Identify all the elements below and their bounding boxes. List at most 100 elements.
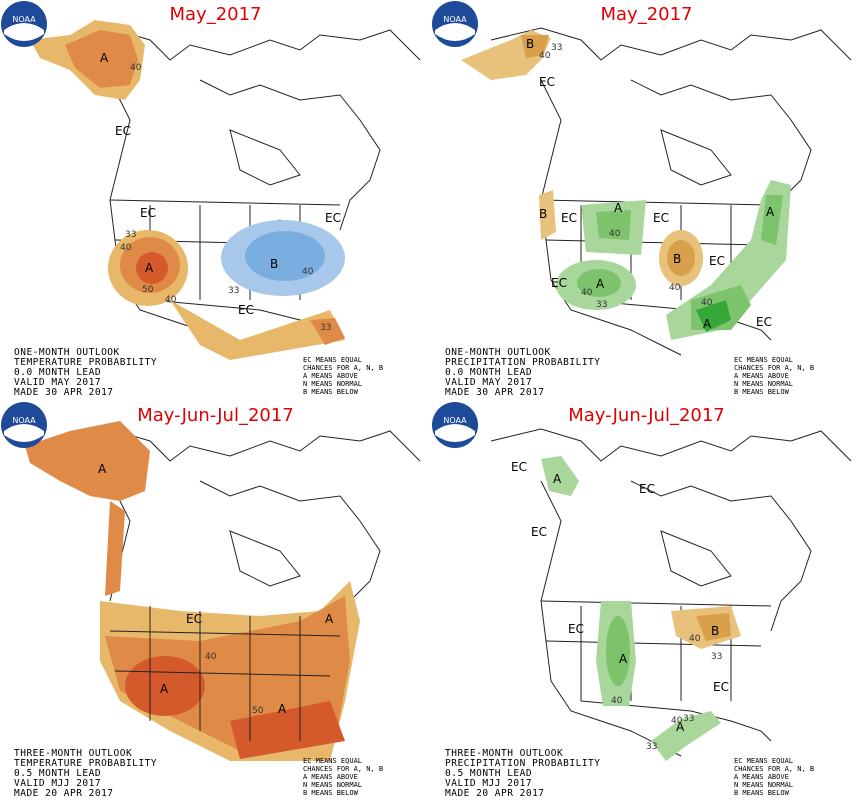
contour-40-alaska: 40 xyxy=(539,51,551,61)
alaska-below-40 xyxy=(521,35,549,58)
southwest-above-50 xyxy=(125,656,205,716)
legend-line: CHANCES FOR A, N, B xyxy=(734,364,815,372)
legend-line: A MEANS ABOVE xyxy=(303,773,358,781)
alaska-above-40 xyxy=(65,30,138,88)
label-ec-2: EC xyxy=(561,211,577,225)
label-above-southwest: A xyxy=(145,261,154,275)
label-above-southeast: A xyxy=(703,317,712,331)
label-ec-4: EC xyxy=(115,124,131,138)
outlook-line: 0.0 MONTH LEAD xyxy=(14,367,102,378)
great-lakes-dry-40 xyxy=(696,613,731,641)
legend: EC MEANS EQUAL CHANCES FOR A, N, B A MEA… xyxy=(734,356,814,396)
outlook-info: THREE-MONTH OUTLOOK TEMPERATURE PROBABIL… xyxy=(14,749,157,799)
outlook-info: ONE-MONTH OUTLOOK TEMPERATURE PROBABILIT… xyxy=(14,348,157,398)
panel-title: May-Jun-Jul_2017 xyxy=(568,405,725,426)
westcoast-below-33 xyxy=(539,190,556,240)
panel-title: May-Jun-Jul_2017 xyxy=(137,405,294,426)
panel-may-temperature: A A B EC EC EC EC 40 33 40 50 40 33 40 3… xyxy=(0,0,431,401)
contour-50: 50 xyxy=(252,706,264,716)
legend-line: B MEANS BELOW xyxy=(734,388,789,396)
alaska-above-40 xyxy=(25,421,150,501)
map-may-temperature: A A B EC EC EC EC 40 33 40 50 40 33 40 3… xyxy=(30,20,421,360)
noaa-logo: NOAA xyxy=(1,1,47,47)
plains-wet-40 xyxy=(596,210,631,240)
contour-40-midwest: 40 xyxy=(669,283,681,293)
label-ec-1: EC xyxy=(186,612,202,626)
outlook-line: MADE 30 APR 2017 xyxy=(445,387,545,398)
outlook-info: THREE-MONTH OUTLOOK PRECIPITATION PROBAB… xyxy=(445,749,601,799)
panel-title: May_2017 xyxy=(169,4,262,25)
outlook-line: MADE 20 APR 2017 xyxy=(14,788,114,799)
contour-40-alaska: 40 xyxy=(130,63,142,73)
noaa-logo: NOAA xyxy=(432,1,478,47)
label-ec-3: EC xyxy=(238,303,254,317)
outlook-line: TEMPERATURE PROBABILITY xyxy=(14,758,158,769)
contour-40-east: 40 xyxy=(302,267,314,277)
outlook-line: MADE 20 APR 2017 xyxy=(445,788,545,799)
label-above-southwest: A xyxy=(160,682,169,696)
legend-line: EC MEANS EQUAL xyxy=(734,356,794,364)
label-ec-1: EC xyxy=(539,75,555,89)
svg-text:NOAA: NOAA xyxy=(443,416,467,425)
legend-line: B MEANS BELOW xyxy=(303,789,358,797)
legend-line: N MEANS NORMAL xyxy=(734,380,794,388)
legend-line: B MEANS BELOW xyxy=(303,388,358,396)
outlook-line: VALID MAY 2017 xyxy=(445,377,533,388)
legend: EC MEANS EQUAL CHANCES FOR A, N, B A MEA… xyxy=(734,757,814,797)
label-below-great-lakes: B xyxy=(711,624,719,638)
svg-text:NOAA: NOAA xyxy=(443,15,467,24)
contour-40: 40 xyxy=(205,652,217,662)
legend-line: CHANCES FOR A, N, B xyxy=(303,765,384,773)
gulf-wet-33 xyxy=(651,711,721,761)
contour-33-east: 33 xyxy=(228,286,239,296)
legend-line: N MEANS NORMAL xyxy=(303,781,363,789)
panel-title: May_2017 xyxy=(600,4,693,25)
label-ec-1: EC xyxy=(511,460,527,474)
contour-33-gulf-2: 33 xyxy=(646,742,657,752)
label-ec-6: EC xyxy=(756,315,772,329)
label-ec-5: EC xyxy=(713,680,729,694)
label-above-alaska: A xyxy=(100,51,109,65)
legend: EC MEANS EQUAL CHANCES FOR A, N, B A MEA… xyxy=(303,356,383,396)
outlook-line: VALID MJJ 2017 xyxy=(445,778,533,789)
map-mjj-temperature: A A A A EC 40 50 xyxy=(25,421,421,761)
noaa-logo: NOAA xyxy=(432,402,478,448)
outlook-line: PRECIPITATION PROBABILITY xyxy=(445,357,601,368)
label-below-midwest: B xyxy=(673,252,681,266)
contour-33-gulf: 33 xyxy=(683,714,694,724)
svg-text:NOAA: NOAA xyxy=(12,15,36,24)
noaa-logo: NOAA xyxy=(1,402,47,448)
midwest-dry-40 xyxy=(667,240,695,276)
panel-mjj-temperature: A A A A EC 40 50 May-Jun-Jul_2017 NOAA T… xyxy=(0,401,431,802)
label-above-yukon: A xyxy=(553,472,562,486)
south-above-50 xyxy=(230,701,345,759)
label-ec-4: EC xyxy=(568,622,584,636)
southeast-wet-50 xyxy=(696,300,731,332)
legend-line: N MEANS NORMAL xyxy=(734,781,794,789)
outlook-line: 0.0 MONTH LEAD xyxy=(445,367,533,378)
label-below-alaska: B xyxy=(526,37,534,51)
legend-line: B MEANS BELOW xyxy=(734,789,789,797)
outlook-line: THREE-MONTH OUTLOOK xyxy=(445,748,564,759)
contour-40-sw: 40 xyxy=(120,243,132,253)
outlook-line: VALID MAY 2017 xyxy=(14,377,102,388)
contour-40-sw-2: 40 xyxy=(165,295,177,305)
contour-40-plains: 40 xyxy=(611,696,623,706)
label-ec-3: EC xyxy=(531,525,547,539)
bc-coast-above-40 xyxy=(105,501,125,596)
label-ec-2: EC xyxy=(325,211,341,225)
map-may-precipitation: B B B A A A A EC EC EC EC EC EC 40 33 40… xyxy=(461,27,852,356)
label-above-plains: A xyxy=(614,201,623,215)
outlook-line: ONE-MONTH OUTLOOK xyxy=(445,347,551,358)
label-above-plains: A xyxy=(619,652,628,666)
contour-33-southwest: 33 xyxy=(596,300,607,310)
outlook-line: ONE-MONTH OUTLOOK xyxy=(14,347,120,358)
label-ec-3: EC xyxy=(653,211,669,225)
label-ec-2: EC xyxy=(639,482,655,496)
label-above-southwest: A xyxy=(596,277,605,291)
legend-line: A MEANS ABOVE xyxy=(734,773,789,781)
legend-line: CHANCES FOR A, N, B xyxy=(734,765,815,773)
label-below-westcoast: B xyxy=(539,207,547,221)
legend: EC MEANS EQUAL CHANCES FOR A, N, B A MEA… xyxy=(303,757,383,797)
contour-40-great-lakes: 40 xyxy=(689,634,701,644)
